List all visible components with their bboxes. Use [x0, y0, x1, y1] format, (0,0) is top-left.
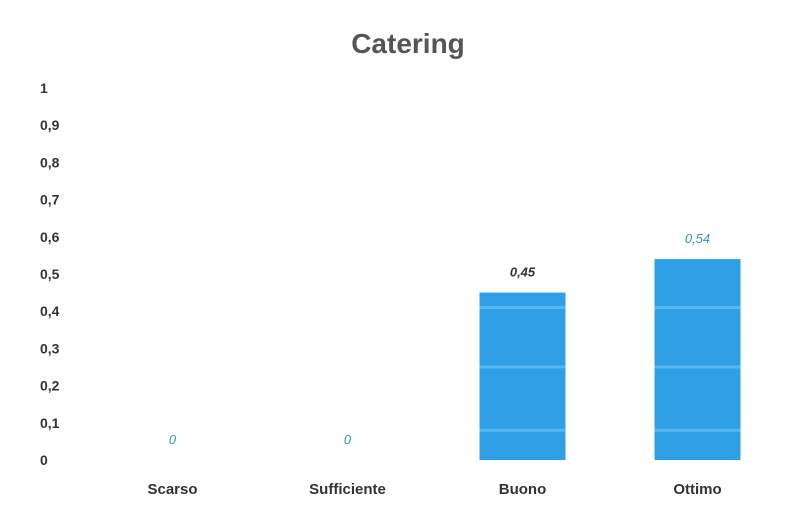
x-category-label: Buono: [499, 481, 546, 498]
y-tick-label: 0,5: [40, 266, 60, 282]
bar: [479, 292, 566, 460]
y-tick-label: 0: [40, 452, 48, 468]
data-label: 0: [169, 432, 177, 447]
bar-band: [479, 305, 566, 309]
bar-band: [654, 428, 741, 432]
bar: [654, 259, 741, 460]
y-tick-label: 0,8: [40, 154, 60, 170]
bar-band: [479, 428, 566, 432]
data-label: 0,54: [685, 231, 710, 246]
data-label: 0,45: [510, 265, 536, 280]
y-tick-label: 0,9: [40, 117, 60, 133]
bar-band: [654, 305, 741, 309]
x-category-label: Scarso: [147, 481, 197, 498]
bar-band: [479, 365, 566, 369]
y-tick-label: 1: [40, 80, 48, 96]
bar-band: [654, 365, 741, 369]
y-axis-tick-labels: 0 0,1 0,2 0,3 0,4 0,5 0,6 0,7 0,8 0,9 1: [40, 80, 60, 468]
data-label: 0: [344, 432, 352, 447]
y-tick-label: 0,7: [40, 192, 60, 208]
chart-title: Catering: [351, 28, 465, 59]
y-tick-label: 0,2: [40, 378, 60, 394]
bar-rect: [654, 259, 741, 460]
data-labels: 0 0 0,45 0,54: [169, 231, 710, 447]
y-tick-label: 0,6: [40, 229, 60, 245]
x-axis-category-labels: Scarso Sufficiente Buono Ottimo: [147, 481, 721, 498]
bar-rect: [479, 292, 566, 460]
x-category-label: Sufficiente: [309, 481, 386, 498]
bar-series: [479, 259, 741, 460]
x-category-label: Ottimo: [673, 481, 721, 498]
y-tick-label: 0,4: [40, 303, 60, 319]
y-tick-label: 0,3: [40, 340, 60, 356]
y-tick-label: 0,1: [40, 415, 60, 431]
